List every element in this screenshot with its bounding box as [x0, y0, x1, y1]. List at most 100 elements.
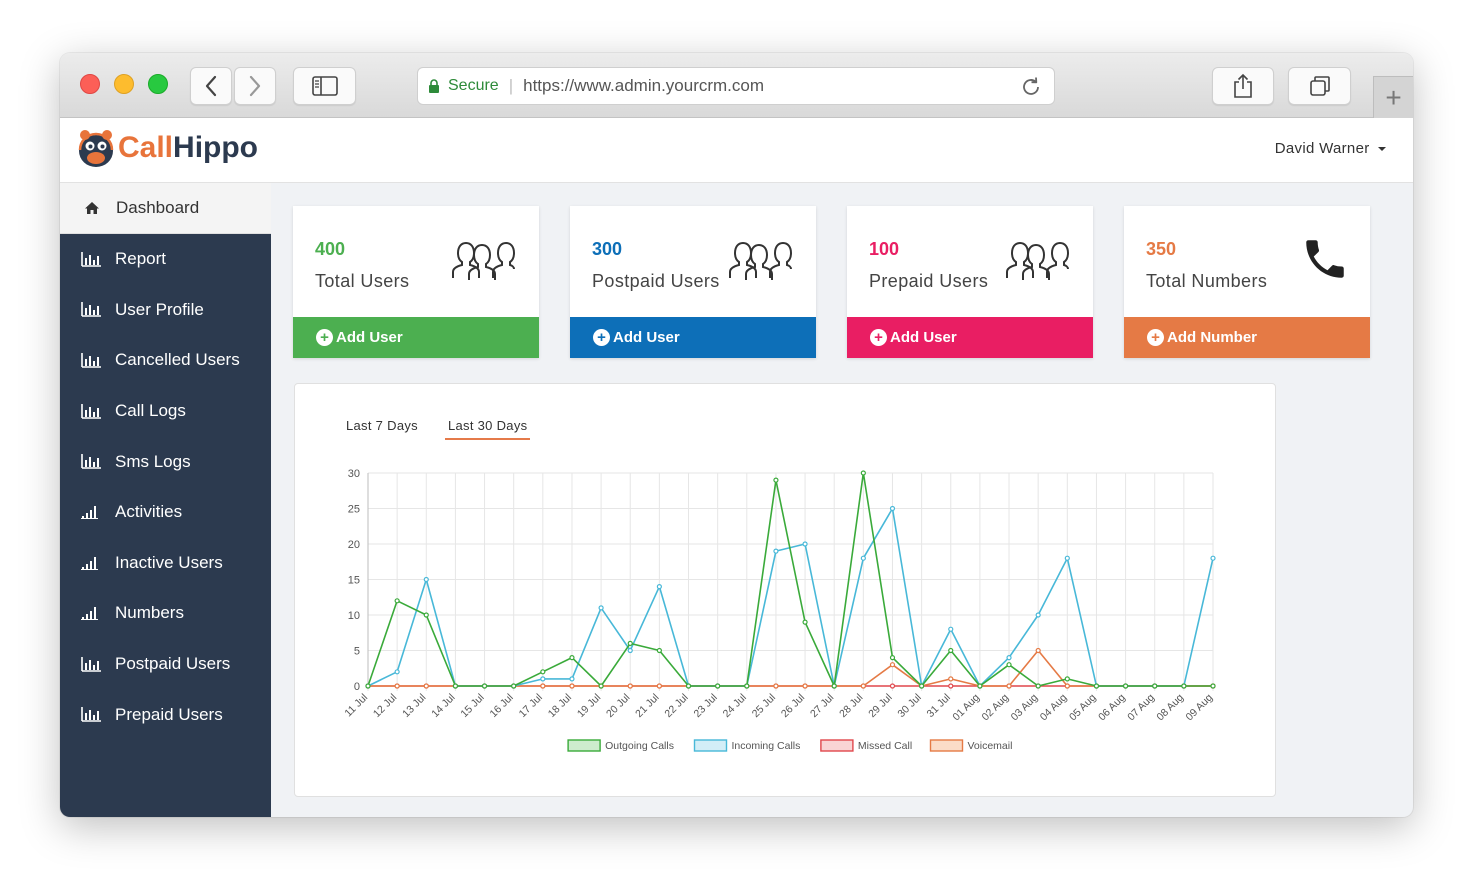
- data-point: [1210, 555, 1216, 561]
- home-icon: [84, 201, 104, 215]
- sidebar-item-postpaid-users[interactable]: Postpaid Users: [60, 639, 271, 690]
- tab-last-30-days[interactable]: Last 30 Days: [444, 414, 531, 440]
- new-tab-button[interactable]: +: [1373, 76, 1413, 118]
- bar-chart-icon: [81, 403, 103, 419]
- forward-button[interactable]: [234, 67, 276, 105]
- data-point: [1064, 555, 1070, 561]
- add-user-button[interactable]: + Add User: [570, 317, 816, 358]
- x-tick-label: 05 Aug: [1067, 692, 1099, 724]
- users-group-icon: [449, 236, 517, 287]
- share-icon: [1234, 73, 1252, 98]
- data-point: [919, 683, 925, 689]
- x-tick-label: 19 Jul: [575, 692, 603, 720]
- action-label: Add User: [336, 329, 403, 346]
- tabs-overview-button[interactable]: [1288, 67, 1351, 105]
- plus-circle-icon: +: [870, 329, 887, 346]
- data-point: [1006, 683, 1012, 689]
- stat-card-prepaid-users: 100 Prepaid Users + Add User: [847, 206, 1093, 358]
- series-line-voicemail: [368, 649, 1213, 687]
- data-point: [540, 683, 546, 689]
- x-tick-label: 11 Jul: [342, 692, 370, 720]
- sidebar-item-prepaid-users[interactable]: Prepaid Users: [60, 689, 271, 740]
- stat-card-total-users: 400 Total Users + Add User: [293, 206, 539, 358]
- sidebar-item-cancelled-users[interactable]: Cancelled Users: [60, 335, 271, 386]
- add-user-button[interactable]: + Add User: [293, 317, 539, 358]
- hippo-mascot-icon: [78, 130, 114, 167]
- stat-value: 100: [869, 239, 900, 259]
- data-point: [1064, 683, 1070, 689]
- sidebar-item-report[interactable]: Report: [60, 234, 271, 285]
- back-button[interactable]: [190, 67, 232, 105]
- x-tick-label: 29 Jul: [866, 692, 894, 720]
- data-point: [685, 683, 692, 689]
- legend-label: Missed Call: [858, 740, 912, 752]
- url-separator: |: [508, 76, 514, 95]
- y-tick-label: 5: [354, 646, 360, 658]
- stat-card-postpaid-users: 300 Postpaid Users + Add User: [570, 206, 816, 358]
- data-point: [1064, 676, 1070, 682]
- data-point: [948, 676, 954, 682]
- user-name: David Warner: [1274, 140, 1370, 157]
- share-button[interactable]: [1212, 67, 1274, 105]
- tab-last-7-days[interactable]: Last 7 Days: [346, 418, 418, 433]
- reload-icon[interactable]: [1020, 76, 1042, 98]
- x-tick-label: 04 Aug: [1038, 692, 1070, 724]
- data-point: [1152, 683, 1158, 689]
- y-tick-label: 10: [348, 610, 360, 622]
- sidebar-item-label: Cancelled Users: [115, 350, 240, 370]
- data-point: [860, 470, 866, 476]
- legend-swatch: [567, 739, 601, 752]
- callhippo-logo[interactable]: CallHippo: [76, 126, 258, 170]
- x-tick-label: 18 Jul: [546, 692, 574, 720]
- series-line-outgoing-calls: [367, 472, 1213, 687]
- add-user-button[interactable]: + Add User: [847, 317, 1093, 358]
- sidebar-item-activities[interactable]: Activities: [60, 487, 271, 538]
- data-point: [598, 683, 604, 689]
- stat-value: 350: [1146, 239, 1177, 259]
- action-label: Add User: [613, 329, 680, 346]
- plus-circle-icon: +: [593, 329, 610, 346]
- calls-line-chart: 0 5 10 15 20 25 30 11 Jul 12 Jul 13 Jul 14 Jul 15 J…: [342, 468, 1216, 752]
- legend-swatch: [693, 739, 728, 752]
- sidebar-item-dashboard[interactable]: Dashboard: [60, 183, 271, 234]
- minimize-window-button[interactable]: [114, 74, 134, 94]
- data-point: [948, 683, 954, 689]
- data-point: [656, 584, 662, 590]
- x-tick-label: 22 Jul: [662, 692, 690, 720]
- logo-hippo: Hippo: [173, 131, 259, 164]
- data-point: [569, 676, 575, 682]
- sidebar-item-inactive-users[interactable]: Inactive Users: [60, 538, 271, 589]
- sidebar-item-sms-logs[interactable]: Sms Logs: [60, 436, 271, 487]
- data-point: [831, 683, 837, 689]
- data-point: [948, 626, 954, 632]
- stat-label: Prepaid Users: [869, 271, 989, 291]
- x-tick-label: 20 Jul: [604, 692, 632, 720]
- data-point: [889, 655, 896, 661]
- sidebar-icon: [311, 76, 338, 96]
- x-tick-label: 28 Jul: [837, 692, 865, 720]
- close-window-button[interactable]: [80, 74, 100, 94]
- data-point: [802, 541, 808, 547]
- sidebar-toggle-button[interactable]: [293, 67, 356, 105]
- url-text: https://www.admin.yourcrm.com: [523, 76, 765, 95]
- add-number-button[interactable]: + Add Number: [1124, 317, 1370, 358]
- data-point: [744, 683, 750, 689]
- sidebar-item-label: Sms Logs: [115, 451, 191, 471]
- data-point: [423, 576, 429, 583]
- chevron-left-icon: [205, 75, 217, 97]
- sidebar-menu: Report User Profile Cancelled Users Call Lo…: [60, 234, 271, 740]
- x-tick-label: 25 Jul: [750, 692, 778, 720]
- caret-down-icon: [1378, 147, 1386, 151]
- data-point: [977, 683, 983, 689]
- user-menu[interactable]: David Warner: [1275, 140, 1387, 157]
- sidebar-item-call-logs[interactable]: Call Logs: [60, 386, 271, 437]
- sidebar-item-numbers[interactable]: Numbers: [60, 588, 271, 639]
- tabs-icon: [1309, 76, 1330, 96]
- action-label: Add Number: [1167, 329, 1257, 346]
- chevron-right-icon: [249, 75, 261, 97]
- address-bar[interactable]: Secure | https://www.admin.yourcrm.com: [417, 67, 1055, 105]
- signal-icon: [81, 606, 103, 621]
- sidebar-item-user-profile[interactable]: User Profile: [60, 285, 271, 336]
- maximize-window-button[interactable]: [148, 74, 168, 94]
- x-tick-label: 26 Jul: [779, 692, 807, 720]
